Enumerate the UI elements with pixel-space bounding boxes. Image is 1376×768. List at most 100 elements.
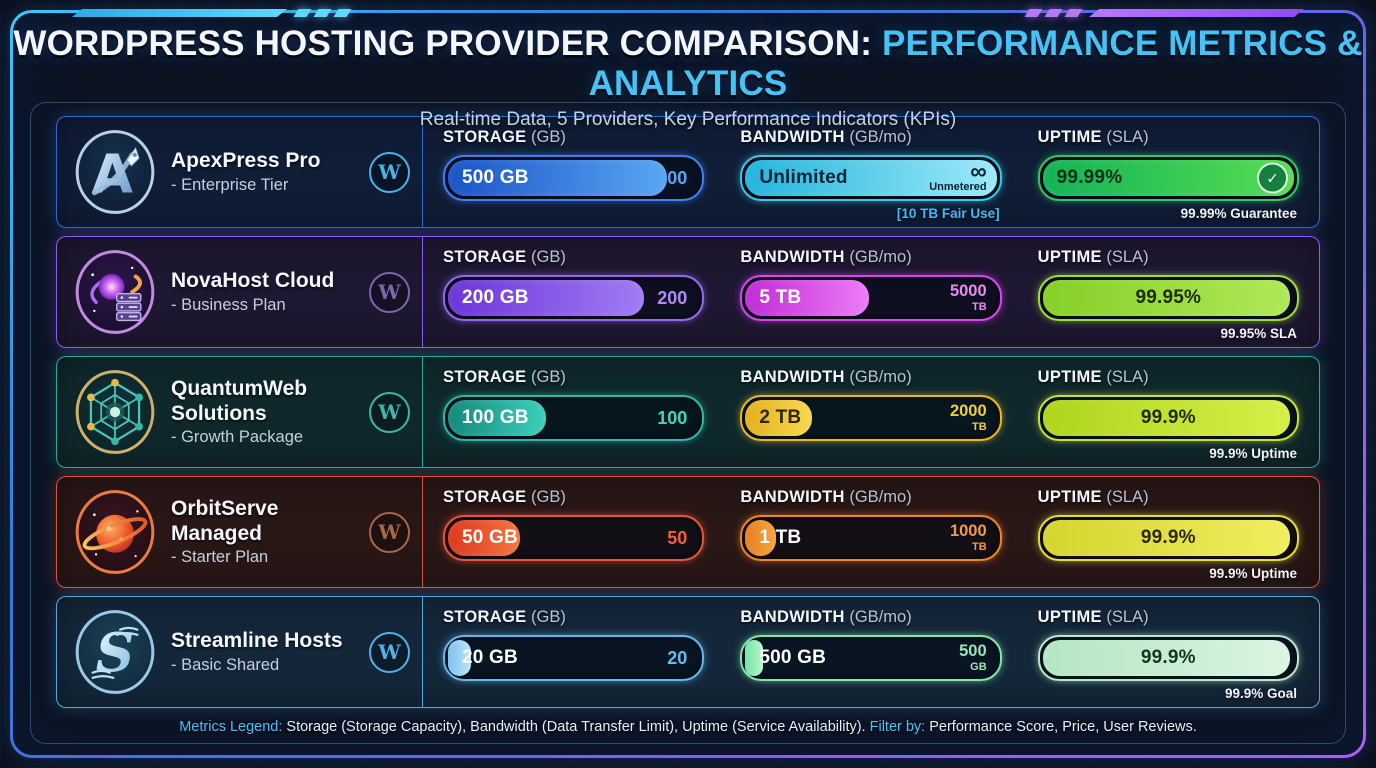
metric-label-text: BANDWIDTH — [740, 608, 845, 626]
metric-label-uptime: UPTIME (SLA) — [1038, 128, 1299, 147]
uptime-bar: 99.9% — [1037, 635, 1299, 681]
metric-label-text: UPTIME — [1037, 488, 1102, 506]
provider-name: QuantumWeb Solutions — [171, 377, 308, 425]
metrics: STORAGE (GB) 500 GB 500 BANDWIDTH (GB/mo… — [423, 117, 1319, 227]
provider-row-novahost: NovaHost Cloud - Business Plan W STORAGE… — [56, 236, 1320, 348]
metric-unit-text: (SLA) — [1101, 608, 1149, 626]
bandwidth-value: 1 TB — [759, 527, 802, 548]
storage-note — [443, 566, 704, 586]
provider-name: Streamline Hosts — [171, 629, 343, 653]
metric-label-text: STORAGE — [443, 488, 527, 506]
storage-metric: STORAGE (GB) 20 GB 20 — [423, 597, 720, 707]
metric-label-text: UPTIME — [1037, 248, 1102, 266]
metric-unit-text: (SLA) — [1101, 488, 1149, 506]
metric-unit-text: (GB/mo) — [844, 488, 912, 506]
title-main: WORDPRESS HOSTING PROVIDER COMPARISON: — [13, 24, 882, 63]
metric-label-text: BANDWIDTH — [740, 368, 845, 386]
bandwidth-limit-label: 500 GB — [959, 637, 987, 679]
provider-row-apexpress: A ApexPress Pro - Enterprise Tier W STOR… — [56, 116, 1320, 228]
bandwidth-bar-fill — [745, 160, 997, 196]
uptime-sub-label: 99.95% SLA — [1220, 326, 1297, 341]
provider-row-streamline: S Streamline Hosts - Basic Shared W STOR… — [56, 596, 1320, 708]
provider-plan: - Business Plan — [171, 295, 286, 314]
uptime-sub-label: 99.9% Uptime — [1209, 566, 1297, 581]
bandwidth-note — [740, 446, 1001, 466]
bandwidth-bar: 5 TB 5000 TB — [740, 275, 1002, 321]
provider-logo-rocket-a: A — [75, 130, 155, 214]
uptime-bar: 99.99% ✓ — [1037, 155, 1299, 201]
storage-max-label: 500 — [657, 167, 688, 188]
metrics: STORAGE (GB) 50 GB 50 BANDWIDTH (GB/mo) … — [423, 477, 1319, 587]
bandwidth-bar: 1 TB 1000 TB — [740, 515, 1002, 561]
storage-note — [443, 326, 704, 346]
storage-value: 500 GB — [462, 167, 529, 188]
metric-unit-text: (GB/mo) — [844, 248, 912, 266]
storage-value: 100 GB — [462, 407, 529, 428]
uptime-bar-fill — [1042, 280, 1290, 316]
uptime-bar: 99.9% — [1037, 395, 1299, 441]
bandwidth-limit-unit: TB — [971, 420, 987, 433]
corner-accent-top-left — [72, 9, 287, 17]
metric-label-text: STORAGE — [443, 368, 527, 386]
bandwidth-note — [740, 326, 1001, 346]
provider-cell: A ApexPress Pro - Enterprise Tier W — [57, 117, 423, 227]
metric-label-text: BANDWIDTH — [740, 488, 845, 506]
provider-plan: - Enterprise Tier — [171, 175, 289, 194]
metric-unit-text: (GB/mo) — [844, 128, 912, 146]
metric-label-text: UPTIME — [1037, 368, 1102, 386]
provider-cell: S Streamline Hosts - Basic Shared W — [57, 597, 423, 707]
uptime-value: 99.95% — [1135, 287, 1202, 308]
wordpress-icon: W — [369, 151, 410, 193]
storage-bar-fill — [448, 160, 667, 196]
header: WORDPRESS HOSTING PROVIDER COMPARISON: P… — [0, 24, 1376, 131]
metric-unit-text: (GB) — [526, 368, 566, 386]
provider-name: ApexPress Pro — [171, 149, 321, 173]
uptime-bar-fill — [1042, 640, 1290, 676]
bandwidth-metric: BANDWIDTH (GB/mo) 1 TB 1000 TB — [720, 477, 1017, 587]
uptime-metric: UPTIME (SLA) 99.99% ✓ 99.99% Guarantee — [1018, 117, 1315, 227]
uptime-metric: UPTIME (SLA) 99.9% 99.9% Uptime — [1018, 357, 1315, 467]
filter-label: Filter by: — [869, 719, 926, 735]
provider-row-orbitserve: OrbitServe Managed - Starter Plan W STOR… — [56, 476, 1320, 588]
provider-text: ApexPress Pro - Enterprise Tier — [171, 149, 356, 194]
provider-name: OrbitServe Managed — [171, 497, 279, 545]
bandwidth-limit-unit: TB — [971, 540, 987, 553]
bandwidth-value: 2 TB — [759, 407, 802, 428]
bandwidth-limit-label: ∞ Unmetered — [929, 157, 986, 199]
bandwidth-bar: Unlimited ∞ Unmetered — [740, 155, 1002, 201]
metric-label-text: UPTIME — [1037, 128, 1102, 146]
uptime-metric: UPTIME (SLA) 99.95% 99.95% SLA — [1018, 237, 1315, 347]
uptime-value: 99.9% — [1140, 527, 1196, 548]
bandwidth-limit-unit: GB — [970, 660, 987, 673]
provider-logo-ringed-planet — [75, 490, 155, 574]
provider-plan: - Growth Package — [171, 427, 304, 446]
metric-label-text: STORAGE — [443, 248, 527, 266]
storage-note — [443, 206, 704, 226]
metrics-legend: Metrics Legend: Storage (Storage Capacit… — [0, 719, 1376, 735]
metric-unit-text: (GB) — [526, 248, 566, 266]
storage-note — [443, 446, 704, 466]
metric-label-text: STORAGE — [443, 128, 527, 146]
uptime-bar: 99.95% — [1037, 275, 1299, 321]
bandwidth-limit-value: 1000 — [949, 522, 987, 541]
metric-label-uptime: UPTIME (SLA) — [1038, 488, 1299, 507]
metric-label-storage: STORAGE (GB) — [443, 488, 704, 507]
svg-text:S: S — [96, 621, 135, 684]
metric-label-bandwidth: BANDWIDTH (GB/mo) — [740, 248, 1001, 267]
uptime-bar: 99.9% — [1037, 515, 1299, 561]
bandwidth-metric: BANDWIDTH (GB/mo) Unlimited ∞ Unmetered [… — [720, 117, 1017, 227]
bandwidth-limit-label: 1000 TB — [950, 517, 987, 559]
provider-logo-s-wave: S — [75, 610, 155, 694]
bandwidth-limit-value: 5000 — [949, 282, 987, 301]
metric-unit-text: (GB) — [526, 488, 566, 506]
provider-text: NovaHost Cloud - Business Plan — [171, 269, 356, 314]
metric-label-text: BANDWIDTH — [740, 128, 845, 146]
metric-unit-text: (GB) — [526, 128, 566, 146]
uptime-sub-label: 99.9% Uptime — [1209, 446, 1297, 461]
metric-label-text: BANDWIDTH — [740, 248, 845, 266]
uptime-bar-fill — [1042, 520, 1290, 556]
storage-bar: 500 GB 500 — [443, 155, 705, 201]
bandwidth-metric: BANDWIDTH (GB/mo) 2 TB 2000 TB — [720, 357, 1017, 467]
page-subtitle: Real-time Data, 5 Providers, Key Perform… — [419, 109, 957, 130]
